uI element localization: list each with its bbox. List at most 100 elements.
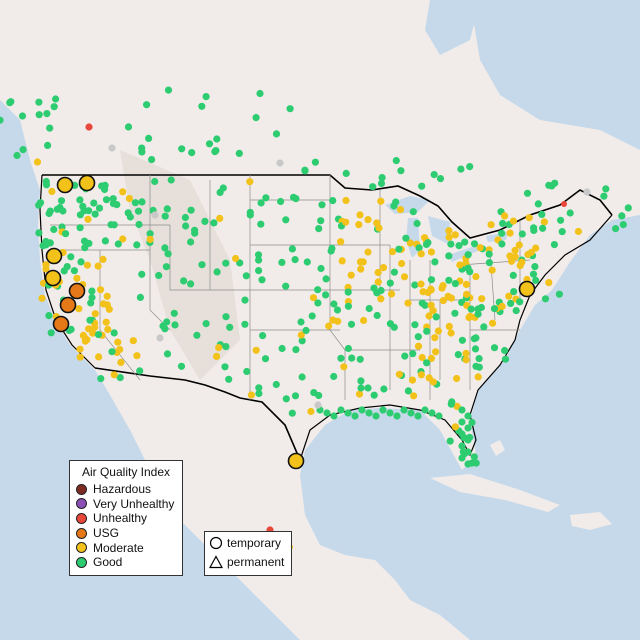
- monitor-dot[interactable]: [88, 287, 96, 295]
- monitor-dot[interactable]: [457, 165, 465, 173]
- monitor-dot[interactable]: [278, 258, 286, 266]
- monitor-dot[interactable]: [88, 293, 96, 302]
- monitor-dot[interactable]: [435, 412, 443, 420]
- monitor-dot[interactable]: [348, 354, 356, 362]
- monitor-dot[interactable]: [372, 412, 380, 420]
- monitor-dot[interactable]: [525, 214, 533, 222]
- monitor-dot[interactable]: [243, 367, 251, 376]
- monitor-dot[interactable]: [76, 345, 84, 353]
- monitor-dot[interactable]: [445, 276, 453, 284]
- monitor-dot[interactable]: [114, 338, 122, 346]
- monitor-dot[interactable]: [566, 209, 574, 217]
- monitor-dot[interactable]: [47, 329, 55, 337]
- monitor-dot[interactable]: [148, 156, 156, 164]
- monitor-dot[interactable]: [404, 299, 412, 307]
- monitor-dot[interactable]: [357, 377, 365, 385]
- monitor-dot[interactable]: [187, 238, 195, 246]
- monitor-dot[interactable]: [48, 187, 56, 196]
- monitor-dot[interactable]: [342, 169, 350, 177]
- monitor-dot[interactable]: [415, 244, 423, 252]
- monitor-dot[interactable]: [202, 93, 210, 101]
- monitor-dot[interactable]: [357, 384, 365, 392]
- temporary-monitor-marker[interactable]: [44, 269, 62, 287]
- monitor-dot[interactable]: [478, 295, 486, 303]
- monitor-dot[interactable]: [398, 259, 406, 268]
- monitor-dot[interactable]: [411, 321, 419, 329]
- monitor-dot[interactable]: [210, 219, 218, 227]
- monitor-dot[interactable]: [84, 215, 92, 223]
- monitor-dot[interactable]: [322, 275, 330, 283]
- monitor-dot[interactable]: [472, 459, 480, 467]
- monitor-dot[interactable]: [255, 384, 263, 392]
- monitor-dot[interactable]: [291, 256, 299, 264]
- monitor-dot[interactable]: [254, 251, 263, 259]
- monitor-dot[interactable]: [50, 225, 58, 234]
- monitor-dot[interactable]: [211, 148, 219, 156]
- monitor-dot[interactable]: [454, 351, 462, 359]
- monitor-dot[interactable]: [466, 163, 474, 171]
- monitor-dot[interactable]: [298, 337, 306, 345]
- monitor-dot[interactable]: [19, 146, 27, 154]
- monitor-dot[interactable]: [530, 226, 538, 234]
- monitor-dot[interactable]: [213, 352, 221, 360]
- monitor-dot[interactable]: [257, 199, 265, 207]
- monitor-dot[interactable]: [421, 406, 429, 414]
- monitor-dot[interactable]: [91, 323, 99, 331]
- monitor-dot[interactable]: [458, 430, 466, 438]
- monitor-dot[interactable]: [344, 409, 352, 417]
- monitor-dot[interactable]: [501, 355, 510, 363]
- monitor-dot[interactable]: [447, 240, 455, 248]
- temporary-monitor-marker[interactable]: [59, 296, 77, 314]
- monitor-dot[interactable]: [102, 318, 110, 326]
- monitor-dot[interactable]: [138, 148, 146, 156]
- monitor-dot[interactable]: [417, 250, 425, 258]
- monitor-dot[interactable]: [370, 391, 378, 399]
- monitor-dot[interactable]: [406, 239, 414, 247]
- monitor-dot[interactable]: [180, 277, 188, 285]
- monitor-dot[interactable]: [252, 114, 260, 122]
- monitor-dot[interactable]: [91, 310, 99, 318]
- monitor-dot[interactable]: [445, 233, 453, 241]
- temporary-monitor-marker[interactable]: [518, 280, 536, 298]
- monitor-dot[interactable]: [427, 354, 435, 362]
- monitor-dot[interactable]: [46, 239, 54, 247]
- monitor-dot[interactable]: [434, 327, 442, 335]
- monitor-dot[interactable]: [424, 239, 432, 247]
- monitor-dot[interactable]: [431, 258, 439, 266]
- monitor-dot[interactable]: [308, 312, 316, 320]
- monitor-dot[interactable]: [297, 318, 305, 326]
- monitor-dot[interactable]: [135, 220, 143, 229]
- monitor-dot[interactable]: [419, 288, 427, 296]
- monitor-dot[interactable]: [550, 241, 559, 249]
- monitor-dot[interactable]: [507, 299, 515, 307]
- monitor-dot[interactable]: [94, 331, 103, 339]
- monitor-dot[interactable]: [545, 181, 553, 189]
- monitor-dot[interactable]: [523, 189, 532, 197]
- monitor-dot[interactable]: [342, 196, 350, 205]
- monitor-dot[interactable]: [198, 102, 206, 110]
- monitor-dot[interactable]: [347, 320, 356, 328]
- monitor-dot[interactable]: [182, 222, 190, 230]
- monitor-dot[interactable]: [470, 240, 479, 248]
- monitor-dot[interactable]: [219, 184, 227, 192]
- monitor-dot[interactable]: [76, 196, 84, 204]
- monitor-dot[interactable]: [314, 299, 322, 307]
- monitor-dot[interactable]: [101, 237, 109, 245]
- monitor-dot[interactable]: [451, 423, 459, 431]
- monitor-dot[interactable]: [390, 268, 398, 276]
- monitor-dot[interactable]: [314, 286, 322, 294]
- monitor-dot[interactable]: [421, 301, 429, 309]
- monitor-dot[interactable]: [529, 270, 538, 278]
- monitor-dot[interactable]: [302, 326, 310, 335]
- monitor-dot[interactable]: [468, 418, 476, 427]
- monitor-dot[interactable]: [155, 271, 163, 280]
- monitor-dot[interactable]: [395, 370, 403, 378]
- monitor-dot[interactable]: [310, 389, 318, 397]
- monitor-dot[interactable]: [395, 245, 403, 253]
- monitor-dot[interactable]: [545, 279, 553, 287]
- monitor-dot[interactable]: [35, 111, 43, 119]
- monitor-dot[interactable]: [414, 342, 423, 350]
- monitor-dot[interactable]: [291, 392, 300, 400]
- monitor-dot[interactable]: [414, 333, 422, 341]
- monitor-dot[interactable]: [44, 141, 52, 149]
